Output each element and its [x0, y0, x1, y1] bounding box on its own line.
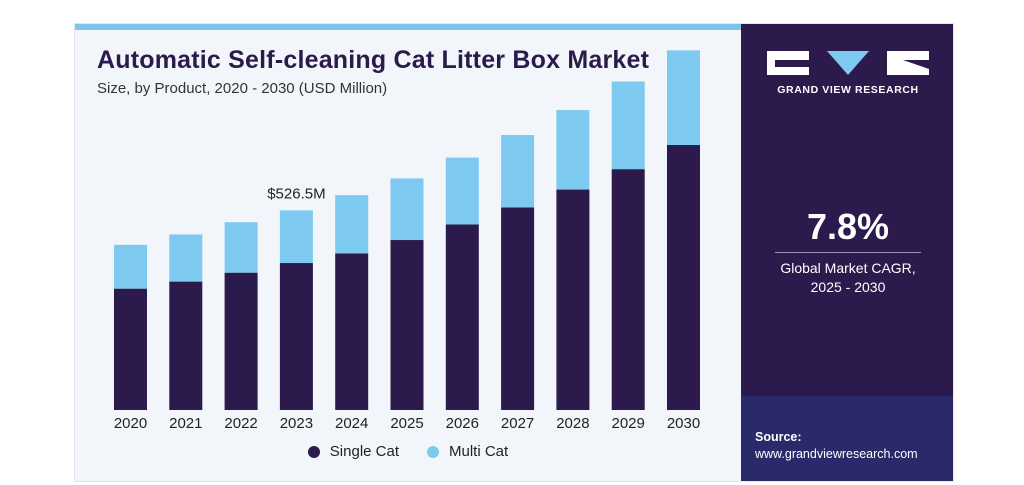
bar-multi-cat-2022 — [224, 222, 258, 273]
cagr-label-line1: Global Market CAGR, — [780, 260, 916, 276]
accent-strip — [75, 24, 741, 30]
bar-single-cat-2023 — [279, 263, 313, 410]
bar-single-cat-2024 — [335, 253, 369, 410]
source-url[interactable]: www.grandviewresearch.com — [755, 447, 918, 461]
data-label-2023: $526.5M — [267, 185, 325, 202]
bar-multi-cat-2023 — [279, 210, 313, 264]
cagr-divider — [775, 252, 921, 253]
legend-swatch-single-cat — [307, 445, 320, 458]
legend-swatch-multi-cat — [427, 445, 440, 458]
x-tick-label-2029: 2029 — [612, 415, 645, 432]
x-tick-label-2023: 2023 — [280, 415, 313, 432]
bar-single-cat-2020 — [114, 288, 147, 410]
bar-multi-cat-2026 — [445, 157, 479, 225]
cagr-label-line2: 2025 - 2030 — [810, 279, 886, 295]
bar-single-cat-2021 — [169, 281, 203, 410]
bar-multi-cat-2028 — [556, 110, 590, 190]
bar-multi-cat-2029 — [611, 81, 645, 170]
x-tick-label-2024: 2024 — [335, 415, 368, 432]
legend-item-multi-cat: Multi Cat — [427, 443, 508, 460]
bar-multi-cat-2024 — [335, 195, 369, 254]
source-title: Source: — [755, 430, 802, 444]
bar-single-cat-2027 — [501, 207, 535, 410]
cagr-value: 7.8% — [806, 206, 890, 247]
bar-single-cat-2026 — [445, 224, 479, 410]
bar-multi-cat-2030 — [667, 50, 700, 146]
bar-single-cat-2030 — [667, 145, 700, 410]
chart-legend: Single Cat Multi Cat — [75, 443, 741, 460]
bar-multi-cat-2021 — [169, 234, 203, 282]
x-tick-label-2030: 2030 — [667, 415, 700, 432]
legend-item-single-cat: Single Cat — [307, 443, 400, 460]
bar-multi-cat-2027 — [501, 134, 535, 208]
x-tick-label-2021: 2021 — [169, 415, 202, 432]
x-tick-label-2025: 2025 — [390, 415, 423, 432]
sidebar-panel: GRAND VIEW RESEARCH 7.8% Global Market C… — [741, 24, 953, 481]
brand-name: GRAND VIEW RESEARCH — [777, 84, 919, 96]
bar-single-cat-2025 — [390, 240, 424, 410]
bar-multi-cat-2025 — [390, 178, 424, 241]
grand-view-research-logo — [767, 51, 929, 75]
x-tick-label-2027: 2027 — [501, 415, 534, 432]
cagr-label: Global Market CAGR, 2025 - 2030 — [741, 259, 953, 297]
bar-single-cat-2028 — [556, 189, 590, 410]
x-tick-label-2020: 2020 — [114, 415, 147, 432]
chart-subtitle: Size, by Product, 2020 - 2030 (USD Milli… — [97, 80, 388, 97]
bar-single-cat-2029 — [611, 169, 645, 410]
legend-label-single-cat: Single Cat — [329, 443, 400, 460]
x-tick-label-2022: 2022 — [224, 415, 257, 432]
x-tick-label-2026: 2026 — [446, 415, 479, 432]
chart-card: Automatic Self-cleaning Cat Litter Box M… — [74, 23, 954, 482]
source-box: Source: www.grandviewresearch.com — [741, 396, 953, 481]
x-tick-label-2028: 2028 — [556, 415, 589, 432]
bar-multi-cat-2020 — [114, 244, 147, 289]
legend-label-multi-cat: Multi Cat — [449, 443, 509, 460]
bar-chart: 2020 2021 2022 2023 $526.5M 2024 2025 2026 2027 2… — [114, 50, 700, 432]
chart-title: Automatic Self-cleaning Cat Litter Box M… — [97, 46, 650, 74]
bar-single-cat-2022 — [224, 272, 258, 410]
